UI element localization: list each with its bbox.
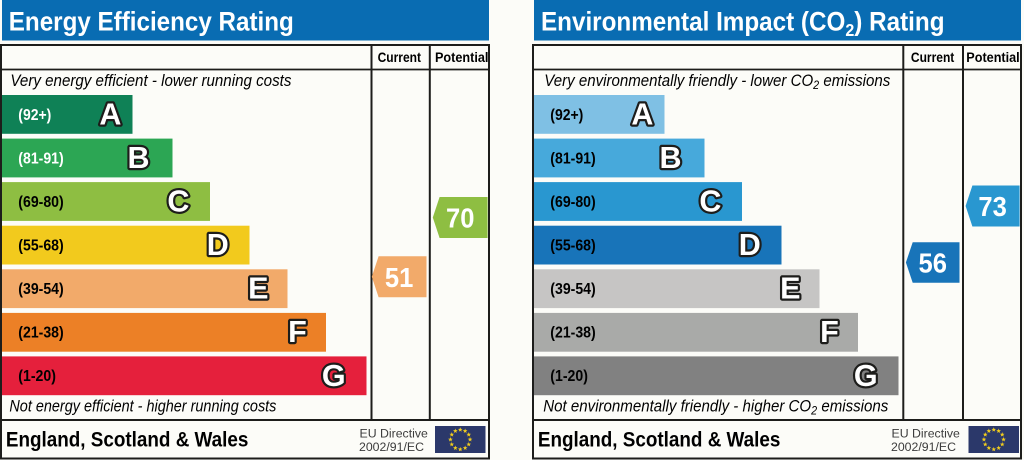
svg-text:(69-80): (69-80) [18,194,63,211]
svg-text:(92+): (92+) [550,107,583,124]
svg-text:(92+): (92+) [18,107,51,124]
svg-text:Environmental Impact (CO2) Rat: Environmental Impact (CO2) Rating [541,7,945,41]
svg-text:(21-38): (21-38) [18,325,63,342]
svg-text:56: 56 [919,247,947,279]
svg-text:(1-20): (1-20) [550,368,588,385]
svg-text:(81-91): (81-91) [550,150,595,167]
svg-text:(21-38): (21-38) [550,325,595,342]
svg-text:C: C [167,185,189,219]
svg-text:G: G [854,359,878,393]
svg-text:EU Directive: EU Directive [892,426,960,440]
svg-text:Current: Current [911,50,955,65]
svg-text:(39-54): (39-54) [18,281,63,298]
svg-text:(55-68): (55-68) [18,238,63,255]
svg-text:(69-80): (69-80) [550,194,595,211]
svg-text:Energy Efficiency Rating: Energy Efficiency Rating [9,7,294,37]
svg-text:D: D [207,228,229,262]
svg-text:B: B [127,141,149,175]
svg-text:(39-54): (39-54) [550,281,595,298]
svg-text:Potential: Potential [966,50,1019,65]
svg-text:A: A [99,97,121,131]
svg-text:2002/91/EC: 2002/91/EC [359,440,424,454]
svg-text:EU Directive: EU Directive [360,426,428,440]
svg-text:Not energy efficient - higher: Not energy efficient - higher running co… [9,396,277,415]
svg-text:70: 70 [446,202,474,234]
svg-text:E: E [248,272,268,306]
svg-text:F: F [288,315,307,349]
svg-text:D: D [739,228,761,262]
svg-text:73: 73 [978,190,1006,222]
svg-text:G: G [322,359,346,393]
svg-text:51: 51 [385,261,413,293]
svg-text:England, Scotland & Wales: England, Scotland & Wales [6,429,249,452]
svg-text:E: E [780,272,800,306]
svg-text:Potential: Potential [435,50,488,65]
svg-text:(55-68): (55-68) [550,238,595,255]
svg-text:C: C [699,185,721,219]
svg-text:B: B [659,141,681,175]
svg-text:Very environmentally friendly: Very environmentally friendly - lower CO… [544,71,891,92]
svg-text:England, Scotland & Wales: England, Scotland & Wales [538,429,781,452]
svg-text:(81-91): (81-91) [18,150,63,167]
svg-text:A: A [631,97,653,131]
svg-text:Current: Current [378,50,422,65]
svg-text:Very energy efficient - lower: Very energy efficient - lower running co… [10,71,292,90]
svg-text:2002/91/EC: 2002/91/EC [891,440,956,454]
svg-text:(1-20): (1-20) [18,368,56,385]
svg-text:Not environmentally friendly -: Not environmentally friendly - higher CO… [543,396,889,417]
svg-text:F: F [820,315,839,349]
